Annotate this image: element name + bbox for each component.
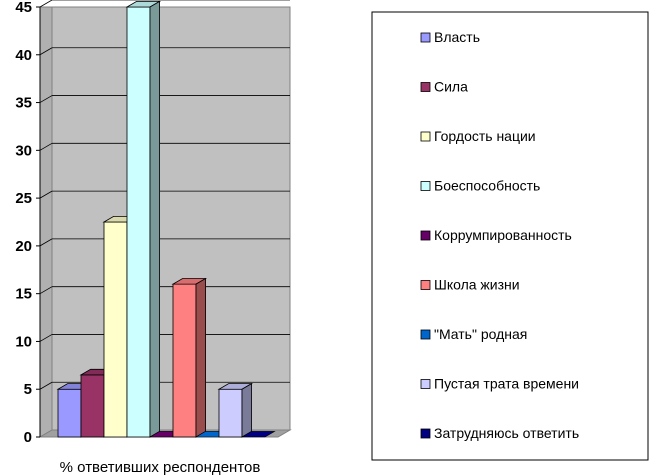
legend-label: Власть bbox=[434, 29, 480, 45]
bar-side bbox=[241, 382, 253, 438]
legend-item: Боеспособность bbox=[420, 178, 540, 194]
bar-front bbox=[57, 388, 82, 438]
legend-item: Коррумпированность bbox=[420, 227, 572, 243]
bars bbox=[56, 0, 276, 438]
legend-swatch bbox=[420, 379, 431, 389]
legend-label: Школа жизни bbox=[434, 277, 520, 293]
legend-label: "Мать" родная bbox=[434, 326, 527, 342]
legend-item: Гордость нации bbox=[420, 128, 536, 144]
legend-swatch bbox=[420, 181, 431, 191]
legend-item: Власть bbox=[420, 29, 480, 45]
y-tick-label: 25 bbox=[15, 190, 32, 207]
legend-box bbox=[371, 11, 649, 461]
legend-label: Пустая трата времени bbox=[434, 376, 579, 392]
bar-front bbox=[218, 388, 243, 438]
legend-item: Сила bbox=[420, 79, 468, 95]
y-tick-label: 15 bbox=[15, 286, 32, 303]
bar-side bbox=[149, 0, 161, 438]
bar-front bbox=[126, 6, 151, 438]
legend-item: "Мать" родная bbox=[420, 326, 527, 342]
legend-swatch bbox=[420, 82, 431, 92]
bar bbox=[217, 382, 254, 438]
bar-front bbox=[172, 283, 197, 438]
x-axis-label: % ответивших респондентов bbox=[60, 459, 261, 476]
gridline-side bbox=[39, 381, 53, 390]
gridline-side bbox=[39, 95, 53, 103]
bar bbox=[125, 0, 162, 438]
legend-item: Школа жизни bbox=[420, 277, 520, 293]
y-tick-label: 45 bbox=[15, 0, 32, 16]
legend: Власть Сила Гордость нации Боеспособность Ко… bbox=[371, 11, 649, 461]
legend-swatch bbox=[420, 329, 431, 340]
legend-swatch bbox=[420, 230, 431, 241]
y-tick-label: 30 bbox=[15, 142, 32, 159]
gridline-side bbox=[39, 190, 53, 199]
bar-front bbox=[80, 374, 105, 438]
legend-swatch bbox=[420, 280, 431, 290]
legend-swatch bbox=[420, 131, 431, 142]
y-tick-label: 35 bbox=[15, 95, 32, 112]
legend-item: Пустая трата времени bbox=[420, 376, 579, 392]
y-tick-label: 5 bbox=[24, 381, 32, 398]
bar bbox=[240, 431, 276, 438]
gridline-side bbox=[39, 0, 53, 8]
y-tick-label: 40 bbox=[15, 47, 32, 64]
bar-front bbox=[103, 221, 128, 438]
gridline-side bbox=[39, 238, 53, 247]
legend-swatch bbox=[420, 428, 431, 439]
gridline-side bbox=[39, 142, 53, 151]
legend-label: Гордость нации bbox=[434, 128, 536, 144]
bar-top bbox=[240, 431, 276, 438]
bar bbox=[171, 277, 208, 438]
legend-swatch bbox=[420, 32, 431, 43]
bar-side bbox=[195, 277, 207, 438]
plot-back-wall bbox=[51, 6, 291, 431]
legend-item: Затрудняюсь ответить bbox=[420, 425, 579, 441]
y-tick-label: 10 bbox=[15, 333, 32, 350]
legend-label: Коррумпированность bbox=[434, 227, 572, 243]
gridline-side bbox=[39, 286, 53, 295]
y-tick-label: 0 bbox=[24, 429, 32, 446]
y-axis-tick-labels: 0 5 10 15 20 25 30 35 40 45 bbox=[15, 0, 41, 446]
legend-label: Боеспособность bbox=[434, 178, 540, 194]
legend-label: Сила bbox=[434, 79, 468, 95]
legend-label: Затрудняюсь ответить bbox=[434, 425, 579, 441]
gridline-side bbox=[39, 334, 53, 342]
plot-side-wall bbox=[39, 6, 53, 438]
gridline-side bbox=[39, 47, 53, 56]
y-tick-label: 20 bbox=[15, 238, 32, 255]
plot-area bbox=[38, 0, 292, 438]
